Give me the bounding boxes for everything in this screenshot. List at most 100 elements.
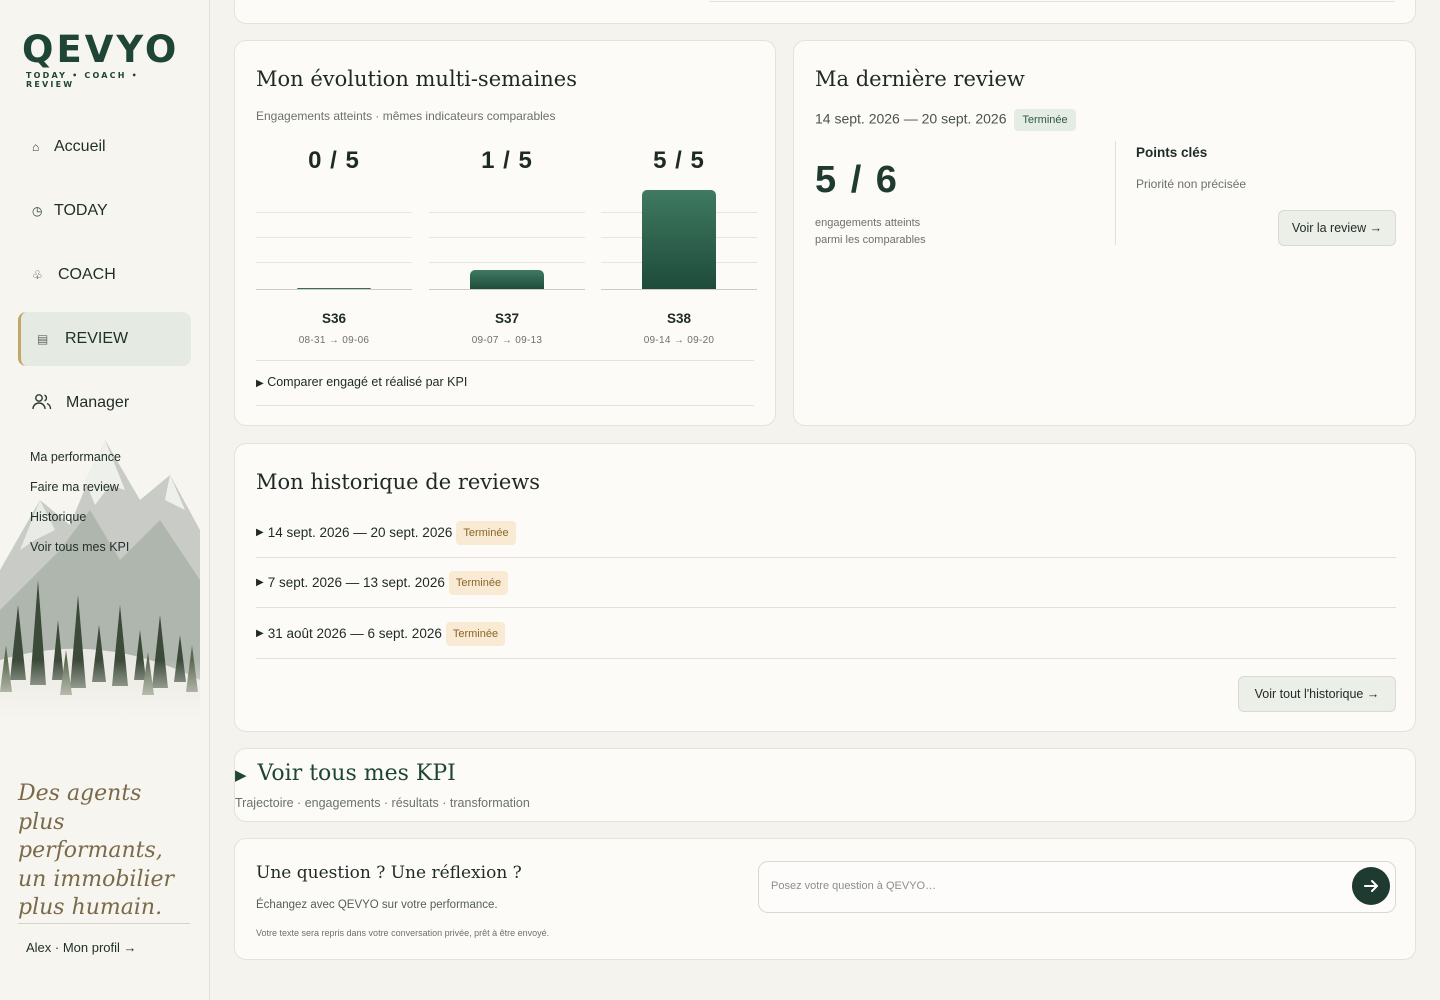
- week-column: 5 / 5 S38 09-14 → 09-20: [601, 147, 757, 347]
- divider: [709, 0, 1395, 2]
- sidebar-tagline: Des agents plus performants, un immobili…: [18, 780, 188, 923]
- score-label-line: engagements atteints: [815, 217, 921, 229]
- disclosure-triangle-icon: ▶: [256, 628, 264, 639]
- view-all-history-button[interactable]: Voir tout l'historique →: [1238, 676, 1396, 712]
- grid-line: [256, 212, 412, 213]
- subnav-item-kpi[interactable]: Voir tous mes KPI: [30, 540, 130, 554]
- last-review-range: 14 sept. 2026 — 20 sept. 2026: [815, 110, 1007, 127]
- question-card: Une question ? Une réflexion ? Échangez …: [234, 838, 1416, 960]
- nav-item-label: REVIEW: [65, 330, 129, 347]
- kpi-disclosure[interactable]: ▶ Voir tous mes KPI Trajectoire · engage…: [234, 748, 1416, 822]
- disclosure-triangle-icon: ▶: [256, 378, 264, 389]
- divider: [1115, 141, 1116, 245]
- sub-nav: Ma performance Faire ma review Historiqu…: [30, 448, 129, 568]
- history-row[interactable]: ▶ 7 sept. 2026 — 13 sept. 2026 Terminée: [256, 558, 1396, 608]
- grid-line: [429, 262, 585, 263]
- status-badge: Terminée: [456, 520, 516, 545]
- nav-item-manager[interactable]: Manager: [18, 376, 191, 430]
- compare-kpi-toggle[interactable]: ▶ Comparer engagé et réalisé par KPI: [256, 375, 467, 389]
- week-plot: [256, 212, 412, 290]
- send-button[interactable]: [1352, 867, 1390, 905]
- week-column: 1 / 5 S37 09-07 → 09-13: [429, 147, 585, 347]
- divider: [256, 405, 754, 406]
- subnav-item-historique[interactable]: Historique: [30, 510, 87, 524]
- home-icon: ⌂: [32, 140, 40, 154]
- status-badge: Terminée: [1014, 109, 1076, 131]
- disclosure-triangle-icon: ▶: [235, 766, 247, 784]
- subnav-item-faire-review[interactable]: Faire ma review: [30, 480, 119, 494]
- previous-card-edge: [234, 0, 1416, 24]
- history-title: Mon historique de reviews: [256, 470, 541, 494]
- logo[interactable]: QEVYO TODAY • COACH • REVIEW: [22, 28, 184, 90]
- tagline-line: un immobilier: [18, 866, 175, 892]
- question-note: Votre texte sera repris dans votre conve…: [256, 928, 550, 938]
- week-plot: [601, 190, 757, 290]
- grid-line: [256, 237, 412, 238]
- question-input[interactable]: [758, 861, 1396, 913]
- bar-s38: [642, 190, 716, 290]
- week-score: 0 / 5: [308, 147, 360, 174]
- axis-baseline: [601, 289, 757, 290]
- last-review-range-row: 14 sept. 2026 — 20 sept. 2026 Terminée: [815, 109, 1076, 131]
- nav-item-accueil[interactable]: ⌂ Accueil: [18, 120, 191, 174]
- arrow-right-icon: [1364, 880, 1378, 892]
- people-icon: [32, 393, 66, 414]
- nav-item-coach[interactable]: ♧ COACH: [18, 248, 191, 302]
- logo-wordmark: QEVYO: [22, 28, 180, 71]
- sidebar: QEVYO TODAY • COACH • REVIEW ⌂ Accueil ◷…: [0, 0, 210, 1000]
- score-label-line: parmi les comparables: [815, 233, 926, 246]
- key-points-text: Priorité non précisée: [1136, 177, 1247, 191]
- last-review-title: Ma dernière review: [815, 67, 1025, 91]
- history-row[interactable]: ▶ 31 août 2026 — 6 sept. 2026 Terminée: [256, 609, 1396, 659]
- tagline-line: plus: [18, 809, 65, 835]
- history-row-range: 14 sept. 2026 — 20 sept. 2026: [267, 525, 453, 540]
- week-dates: 08-31 → 09-06: [298, 335, 370, 346]
- clock-icon: ◷: [32, 204, 43, 218]
- last-review-card: Ma dernière review 14 sept. 2026 — 20 se…: [793, 40, 1416, 426]
- evolution-subtitle: Engagements atteints · mêmes indicateurs…: [256, 109, 556, 123]
- nav-item-label: COACH: [58, 266, 116, 283]
- main-nav: ⌂ Accueil ◷ TODAY ♧ COACH ▤ REVIEW Manag…: [18, 120, 191, 440]
- question-subtitle: Échangez avec QEVYO sur votre performanc…: [256, 899, 498, 911]
- nav-item-review[interactable]: ▤ REVIEW: [18, 312, 191, 366]
- coach-icon: ♧: [32, 268, 43, 282]
- history-row-range: 31 août 2026 — 6 sept. 2026: [267, 626, 442, 641]
- bar-s37: [470, 270, 544, 290]
- grid-line: [429, 212, 585, 213]
- kpi-subtitle: Trajectoire · engagements · résultats · …: [235, 796, 530, 810]
- grid-line: [429, 237, 585, 238]
- kpi-title-row: ▶ Voir tous mes KPI: [235, 761, 456, 786]
- status-badge: Terminée: [445, 621, 506, 646]
- question-title: Une question ? Une réflexion ?: [256, 863, 522, 883]
- divider: [256, 360, 754, 361]
- week-dates: 09-14 → 09-20: [643, 335, 715, 346]
- logo-tagline: TODAY • COACH • REVIEW: [26, 71, 139, 89]
- status-badge: Terminée: [448, 570, 509, 595]
- nav-item-label: TODAY: [54, 202, 108, 219]
- axis-baseline: [429, 289, 585, 290]
- nav-item-label: Accueil: [54, 138, 106, 155]
- week-dates: 09-07 → 09-13: [471, 335, 543, 346]
- key-points-title: Points clés: [1136, 145, 1208, 160]
- last-review-score-label: engagements atteints parmi les comparabl…: [815, 215, 955, 248]
- view-review-button[interactable]: Voir la review →: [1278, 210, 1396, 246]
- subnav-item-performance[interactable]: Ma performance: [30, 450, 122, 464]
- disclosure-triangle-icon: ▶: [256, 527, 264, 538]
- week-column: 0 / 5 S36 08-31 → 09-06: [256, 147, 412, 347]
- evolution-title: Mon évolution multi-semaines: [256, 67, 578, 91]
- tagline-line: plus humain.: [18, 895, 163, 920]
- history-row[interactable]: ▶ 14 sept. 2026 — 20 sept. 2026 Terminée: [256, 508, 1396, 558]
- nav-item-today[interactable]: ◷ TODAY: [18, 184, 191, 238]
- profile-link[interactable]: Alex · Mon profil →: [26, 940, 137, 955]
- axis-baseline: [256, 289, 412, 290]
- mountain-illustration: [0, 440, 200, 720]
- week-score: 5 / 5: [653, 147, 705, 174]
- last-review-score: 5 / 6: [815, 159, 899, 201]
- nav-item-label: Manager: [66, 394, 130, 411]
- week-label: S37: [494, 311, 520, 326]
- disclosure-triangle-icon: ▶: [256, 577, 264, 588]
- week-label: S38: [666, 311, 692, 326]
- week-label: S36: [321, 311, 347, 326]
- divider: [18, 923, 190, 924]
- compare-kpi-label: Comparer engagé et réalisé par KPI: [267, 375, 468, 389]
